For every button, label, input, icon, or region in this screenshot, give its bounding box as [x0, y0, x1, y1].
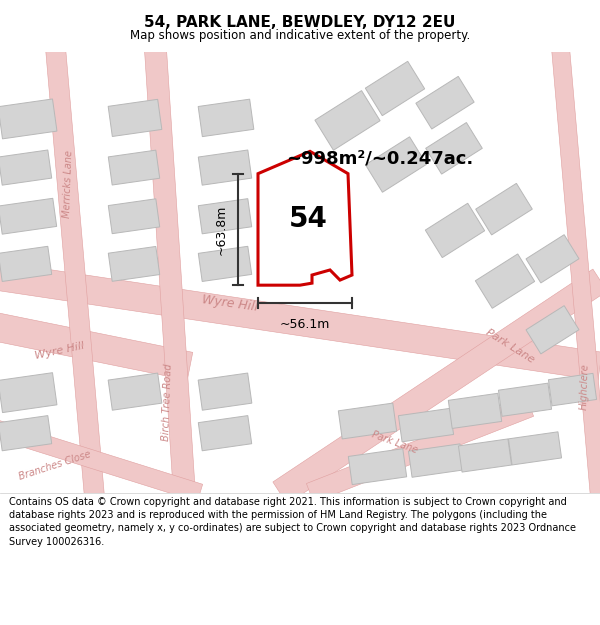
Polygon shape: [349, 449, 407, 484]
Text: Wyre Hill: Wyre Hill: [201, 293, 259, 314]
Polygon shape: [108, 246, 160, 281]
Polygon shape: [144, 41, 196, 504]
Polygon shape: [258, 151, 352, 285]
Polygon shape: [315, 91, 380, 150]
Polygon shape: [526, 306, 579, 354]
Polygon shape: [198, 99, 254, 137]
Polygon shape: [398, 408, 454, 442]
Polygon shape: [365, 137, 427, 192]
Polygon shape: [198, 416, 252, 451]
Text: 54: 54: [289, 205, 328, 233]
Text: Birch Tree Road: Birch Tree Road: [161, 363, 173, 441]
Polygon shape: [0, 246, 52, 281]
Polygon shape: [273, 269, 600, 504]
Text: Map shows position and indicative extent of the property.: Map shows position and indicative extent…: [130, 29, 470, 42]
Polygon shape: [448, 393, 502, 429]
Polygon shape: [0, 150, 52, 185]
Polygon shape: [0, 312, 193, 380]
Polygon shape: [548, 373, 596, 406]
Polygon shape: [45, 41, 105, 504]
Polygon shape: [416, 76, 474, 129]
Polygon shape: [0, 198, 56, 234]
Polygon shape: [0, 418, 203, 502]
Text: Park Lane: Park Lane: [484, 327, 536, 365]
Polygon shape: [0, 372, 57, 413]
Polygon shape: [0, 261, 600, 381]
Polygon shape: [0, 99, 57, 139]
Polygon shape: [476, 183, 532, 235]
Polygon shape: [409, 444, 464, 478]
Text: ~56.1m: ~56.1m: [280, 318, 330, 331]
Polygon shape: [499, 383, 551, 416]
Polygon shape: [365, 61, 425, 116]
Text: Branches Close: Branches Close: [17, 449, 92, 482]
Polygon shape: [198, 150, 252, 185]
Polygon shape: [0, 416, 52, 451]
Polygon shape: [307, 398, 533, 502]
Text: Merricks Lane: Merricks Lane: [62, 150, 74, 218]
Text: Wyre Hill: Wyre Hill: [34, 341, 86, 361]
Polygon shape: [458, 439, 512, 472]
Polygon shape: [108, 199, 160, 234]
Polygon shape: [551, 41, 600, 504]
Polygon shape: [198, 199, 252, 234]
Polygon shape: [198, 373, 252, 410]
Polygon shape: [338, 403, 397, 439]
Polygon shape: [526, 235, 579, 283]
Text: Contains OS data © Crown copyright and database right 2021. This information is : Contains OS data © Crown copyright and d…: [9, 497, 576, 546]
Text: 54, PARK LANE, BEWDLEY, DY12 2EU: 54, PARK LANE, BEWDLEY, DY12 2EU: [145, 14, 455, 29]
Polygon shape: [425, 122, 482, 174]
Text: Park Lane: Park Lane: [371, 429, 419, 455]
Polygon shape: [108, 150, 160, 185]
Text: Highclere: Highclere: [579, 363, 591, 410]
Polygon shape: [508, 432, 562, 465]
Polygon shape: [198, 246, 252, 281]
Polygon shape: [475, 254, 535, 308]
Text: ~63.8m: ~63.8m: [215, 204, 228, 254]
Polygon shape: [108, 373, 162, 410]
Polygon shape: [108, 99, 162, 136]
Text: ~998m²/~0.247ac.: ~998m²/~0.247ac.: [286, 149, 473, 168]
Polygon shape: [425, 203, 485, 258]
